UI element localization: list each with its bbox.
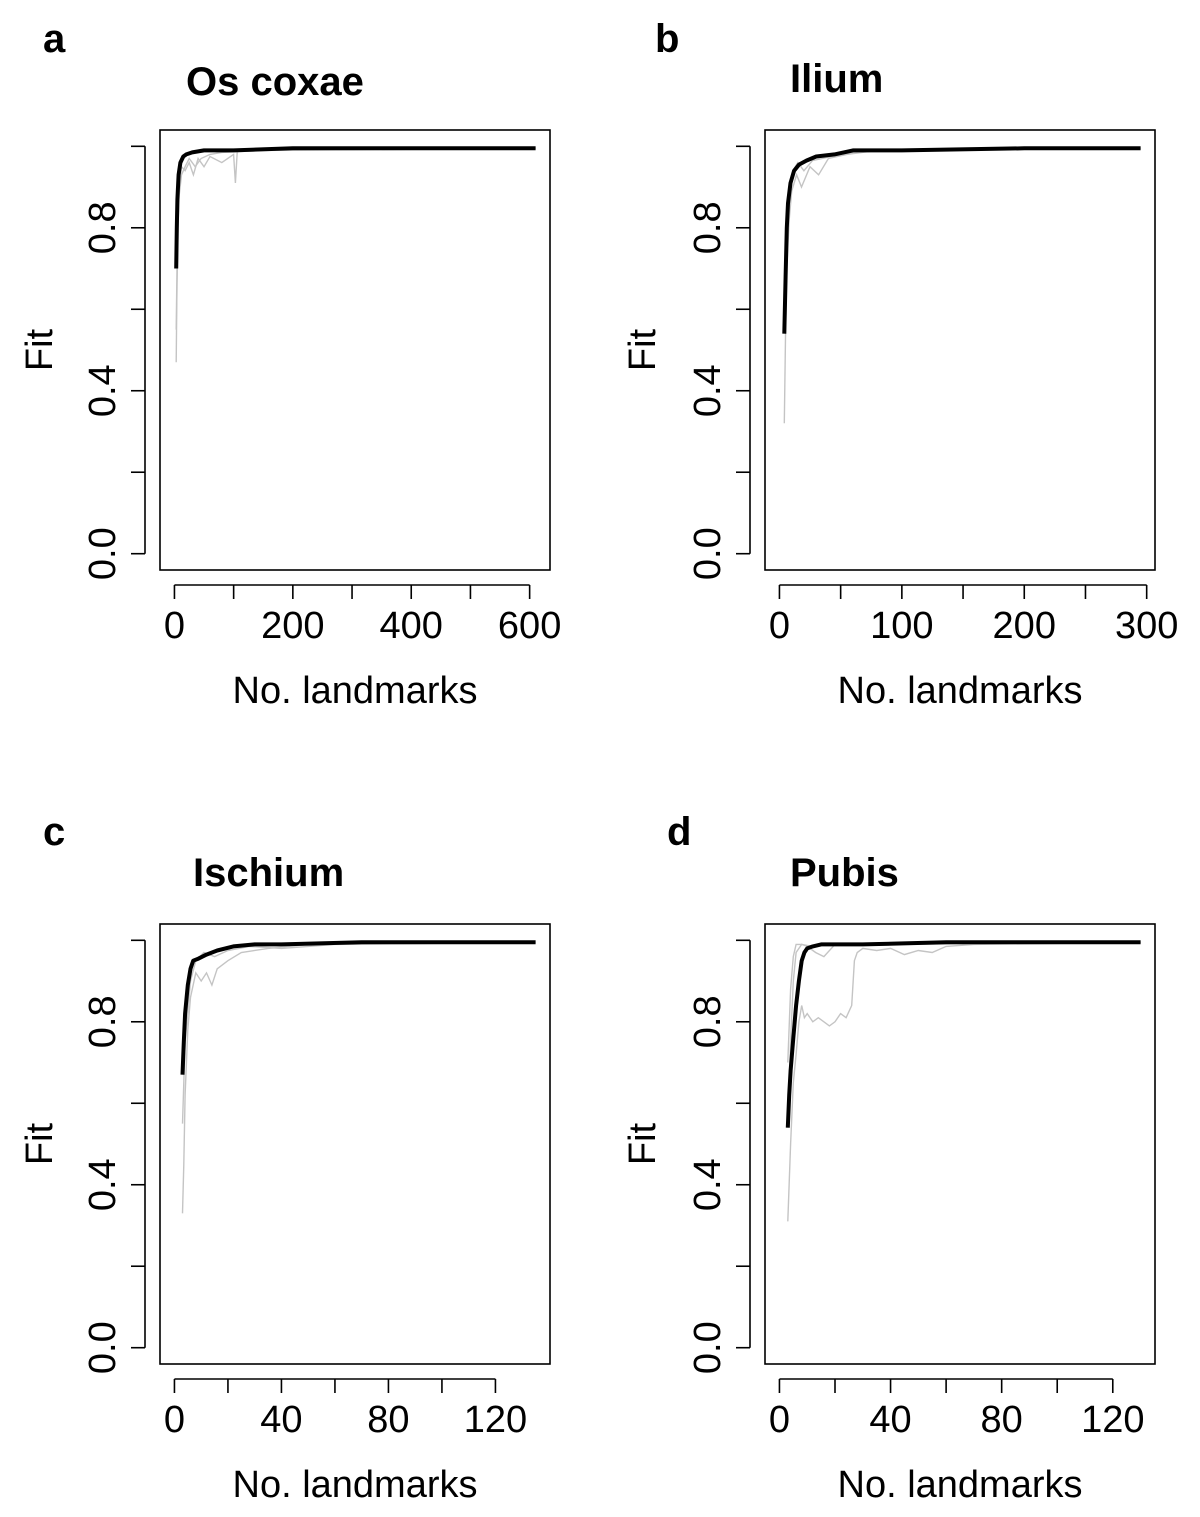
x-tick-label: 0: [769, 1399, 790, 1441]
replicate-fit-line: [181, 941, 536, 1214]
mean-fit-line: [180, 940, 536, 1075]
mean-fit-line: [785, 940, 1141, 1128]
x-tick-label: 40: [869, 1399, 911, 1441]
y-tick-label: 0.4: [687, 364, 729, 417]
y-tick-label: 0.4: [82, 364, 124, 417]
panel-letter: b: [655, 17, 679, 61]
replicate-fit-line: [181, 941, 536, 1124]
plot-frame: [159, 129, 551, 571]
x-axis-label: No. landmarks: [838, 670, 1083, 712]
x-tick-label: 120: [1081, 1399, 1144, 1441]
panel-title: Ilium: [790, 57, 883, 101]
x-tick-label: 0: [164, 1399, 185, 1441]
x-axis-label: No. landmarks: [233, 670, 478, 712]
y-axis-label: Fit: [622, 1122, 664, 1165]
panel-title: Pubis: [790, 851, 899, 895]
replicate-fit-line: [175, 147, 536, 330]
panel-d: d Pubis 0 40 80 120 0.0 0.4 0.8 No. landmarks Fit: [622, 810, 1156, 1506]
replicate-fit-line: [783, 147, 1141, 424]
x-tick-label: 0: [769, 605, 790, 647]
replicate-fit-line: [787, 941, 1141, 1222]
y-tick-label: 0.8: [687, 201, 729, 254]
x-tick-label: 100: [870, 605, 933, 647]
y-tick-label: 0.4: [82, 1158, 124, 1211]
y-tick-label: 0.8: [687, 995, 729, 1048]
panel-c: c Ischium 0 40 80 120 0.0 0.4 0.8 No. landmarks Fi…: [19, 810, 551, 1506]
replicate-fit-line: [787, 941, 1141, 1063]
x-tick-label: 200: [261, 605, 324, 647]
y-axis-label: Fit: [19, 328, 61, 371]
replicate-fit-line: [783, 147, 1141, 310]
x-tick-label: 40: [260, 1399, 302, 1441]
panel-b: b Ilium 0 100 200 300 0.0 0.4 0.8 No. landmarks Fi…: [622, 17, 1178, 712]
panel-title: Ischium: [193, 851, 344, 895]
plot-frame: [764, 129, 1156, 571]
x-tick-label: 0: [164, 605, 185, 647]
y-tick-label: 0.8: [82, 201, 124, 254]
replicate-fit-line: [787, 941, 1141, 1124]
y-tick-label: 0.4: [687, 1158, 729, 1211]
x-tick-label: 80: [981, 1399, 1023, 1441]
x-tick-label: 120: [464, 1399, 527, 1441]
y-tick-label: 0.0: [82, 1321, 124, 1374]
x-tick-label: 600: [498, 605, 561, 647]
y-tick-label: 0.0: [82, 527, 124, 580]
panel-a: a Os coxae 0 200 400 600 0.0 0.4 0.8 No. landmark…: [19, 17, 561, 712]
plot-frame: [159, 923, 551, 1365]
y-tick-label: 0.0: [687, 527, 729, 580]
x-tick-label: 200: [993, 605, 1056, 647]
y-tick-label: 0.0: [687, 1321, 729, 1374]
plot-frame: [764, 923, 1156, 1365]
panel-letter: a: [43, 17, 66, 61]
x-axis-label: No. landmarks: [233, 1464, 478, 1506]
panel-letter: c: [43, 810, 65, 854]
mean-fit-line: [174, 146, 536, 269]
x-tick-label: 80: [367, 1399, 409, 1441]
mean-fit-line: [782, 146, 1141, 334]
panel-letter: d: [667, 810, 691, 854]
x-axis-label: No. landmarks: [838, 1464, 1083, 1506]
y-axis-label: Fit: [19, 1122, 61, 1165]
y-tick-label: 0.8: [82, 995, 124, 1048]
panel-title: Os coxae: [186, 60, 364, 104]
x-tick-label: 300: [1115, 605, 1178, 647]
x-tick-label: 400: [380, 605, 443, 647]
replicate-fit-line: [175, 147, 536, 363]
y-axis-label: Fit: [622, 328, 664, 371]
